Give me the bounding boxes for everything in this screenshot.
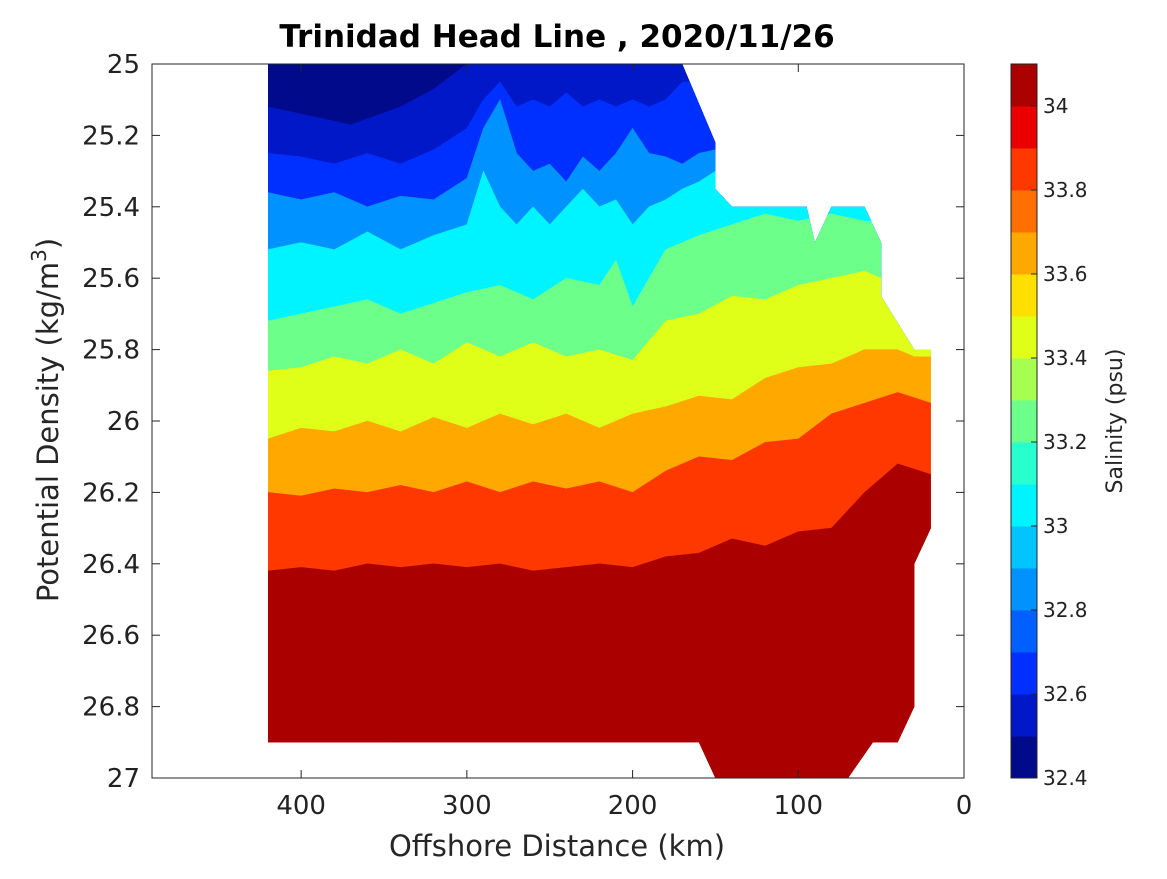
colorbar-swatch xyxy=(1011,484,1037,527)
colorbar xyxy=(1011,64,1037,779)
colorbar-swatch xyxy=(1011,526,1037,569)
colorbar-swatch xyxy=(1011,652,1037,695)
colorbar-tick-label: 33.8 xyxy=(1043,178,1088,202)
x-axis-ticks: 400 300 200 100 0 xyxy=(276,64,972,821)
y-axis-ticks: 25 25.2 25.4 25.6 25.8 26 26.2 26.4 26.6 26.8 27 xyxy=(82,50,964,794)
colorbar-frame xyxy=(1010,63,1038,779)
colorbar-swatch xyxy=(1011,610,1037,653)
colorbar-label-group: Salinity (psu) xyxy=(1103,349,1128,494)
colorbar-tick-label: 33 xyxy=(1043,514,1068,538)
colorbar-swatch xyxy=(1011,190,1037,233)
y-tick-label: 26.8 xyxy=(82,693,140,723)
colorbar-label: Salinity (psu) xyxy=(1103,349,1128,494)
x-tick-label: 100 xyxy=(773,791,823,821)
colorbar-swatch xyxy=(1011,358,1037,401)
y-axis-label-group: Potential Density (kg/m3) xyxy=(27,238,65,602)
y-tick-label: 25.6 xyxy=(82,264,140,294)
chart-title: Trinidad Head Line , 2020/11/26 xyxy=(279,19,834,55)
colorbar-swatch xyxy=(1011,232,1037,275)
colorbar-swatch xyxy=(1011,694,1037,737)
y-tick-label: 25.4 xyxy=(82,193,140,223)
colorbar-swatch xyxy=(1011,106,1037,149)
colorbar-tick-label: 34 xyxy=(1043,94,1068,118)
y-tick-label: 26.2 xyxy=(82,478,140,508)
colorbar-swatch xyxy=(1011,316,1037,359)
y-tick-label: 26.6 xyxy=(82,621,140,651)
y-tick-label: 25.2 xyxy=(82,121,140,151)
colorbar-swatch xyxy=(1011,64,1037,107)
colorbar-tick-label: 32.4 xyxy=(1043,766,1088,790)
y-axis-label-superscript: 3 xyxy=(27,249,51,262)
colorbar-tick-label: 32.6 xyxy=(1043,682,1088,706)
colorbar-tick-label: 32.8 xyxy=(1043,598,1088,622)
x-tick-label: 0 xyxy=(956,791,973,821)
colorbar-tick-label: 33.6 xyxy=(1043,262,1088,286)
y-axis-label-close: ) xyxy=(31,238,65,249)
colorbar-swatch xyxy=(1011,442,1037,485)
x-axis-label: Offshore Distance (km) xyxy=(389,829,725,863)
colorbar-ticks: 32.4 32.6 32.8 33 33.2 33.4 33.6 33.8 34 xyxy=(1031,94,1088,790)
x-tick-label: 400 xyxy=(276,791,326,821)
y-tick-label: 26 xyxy=(107,407,140,437)
y-tick-label: 25 xyxy=(107,50,140,80)
contour-fill-layers xyxy=(268,64,931,778)
colorbar-swatch xyxy=(1011,400,1037,443)
x-tick-label: 200 xyxy=(608,791,658,821)
colorbar-tick-label: 33.4 xyxy=(1043,346,1088,370)
y-axis-label-main: Potential Density (kg/m xyxy=(31,262,65,602)
y-axis-label: Potential Density (kg/m3) xyxy=(27,238,65,602)
x-tick-label: 300 xyxy=(442,791,492,821)
colorbar-tick-label: 33.2 xyxy=(1043,430,1088,454)
colorbar-swatch xyxy=(1011,274,1037,317)
y-tick-label: 25.8 xyxy=(82,336,140,366)
y-tick-label: 26.4 xyxy=(82,550,140,580)
colorbar-swatch xyxy=(1011,568,1037,611)
y-tick-label: 27 xyxy=(107,764,140,794)
colorbar-swatch xyxy=(1011,736,1037,779)
colorbar-swatch xyxy=(1011,148,1037,191)
